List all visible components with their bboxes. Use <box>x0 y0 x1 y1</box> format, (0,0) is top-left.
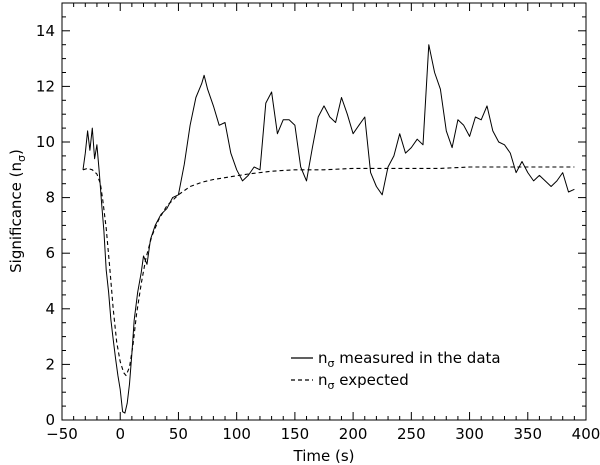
y-axis-label-close: ) <box>7 149 25 155</box>
y-axis-label-main: Significance (n <box>7 162 25 273</box>
y-tick-label: 4 <box>45 300 55 318</box>
legend-measured-subscript: σ <box>328 357 335 370</box>
legend-label-expected: nσ expected <box>318 371 409 392</box>
x-tick-label: 350 <box>513 425 542 443</box>
series-expected-line <box>82 166 575 377</box>
legend-expected-prefix: n <box>318 371 328 389</box>
y-tick-label: 6 <box>45 244 55 262</box>
y-tick-label: 8 <box>45 189 55 207</box>
x-tick-label: 200 <box>339 425 368 443</box>
series-layer <box>82 44 575 414</box>
axis-ticks <box>61 2 587 421</box>
legend-label-measured: nσ measured in the data <box>318 349 501 370</box>
legend-expected-suffix: expected <box>335 371 409 389</box>
y-tick-label: 12 <box>36 77 55 95</box>
y-axis-label: Significance (nσ) <box>7 149 28 273</box>
x-tick-label: 400 <box>572 425 600 443</box>
y-tick-label: 14 <box>36 22 55 40</box>
x-axis-label: Time (s) <box>293 447 355 465</box>
x-tick-label: 300 <box>455 425 484 443</box>
legend-measured-suffix: measured in the data <box>335 349 501 367</box>
legend-measured-prefix: n <box>318 349 328 367</box>
y-tick-label: 2 <box>45 355 55 373</box>
x-tick-label: 50 <box>169 425 188 443</box>
x-tick-label: −50 <box>46 425 78 443</box>
legend: nσ measured in the data nσ expected <box>291 349 501 392</box>
x-tick-label: 250 <box>397 425 426 443</box>
x-tick-label: 150 <box>281 425 310 443</box>
x-tick-label: 100 <box>222 425 251 443</box>
y-tick-label: 10 <box>36 133 55 151</box>
y-tick-label: 0 <box>45 411 55 429</box>
y-axis-label-subscript: σ <box>15 155 28 162</box>
x-tick-label: 0 <box>115 425 125 443</box>
series-measured-line <box>82 44 575 414</box>
legend-expected-subscript: σ <box>328 379 335 392</box>
